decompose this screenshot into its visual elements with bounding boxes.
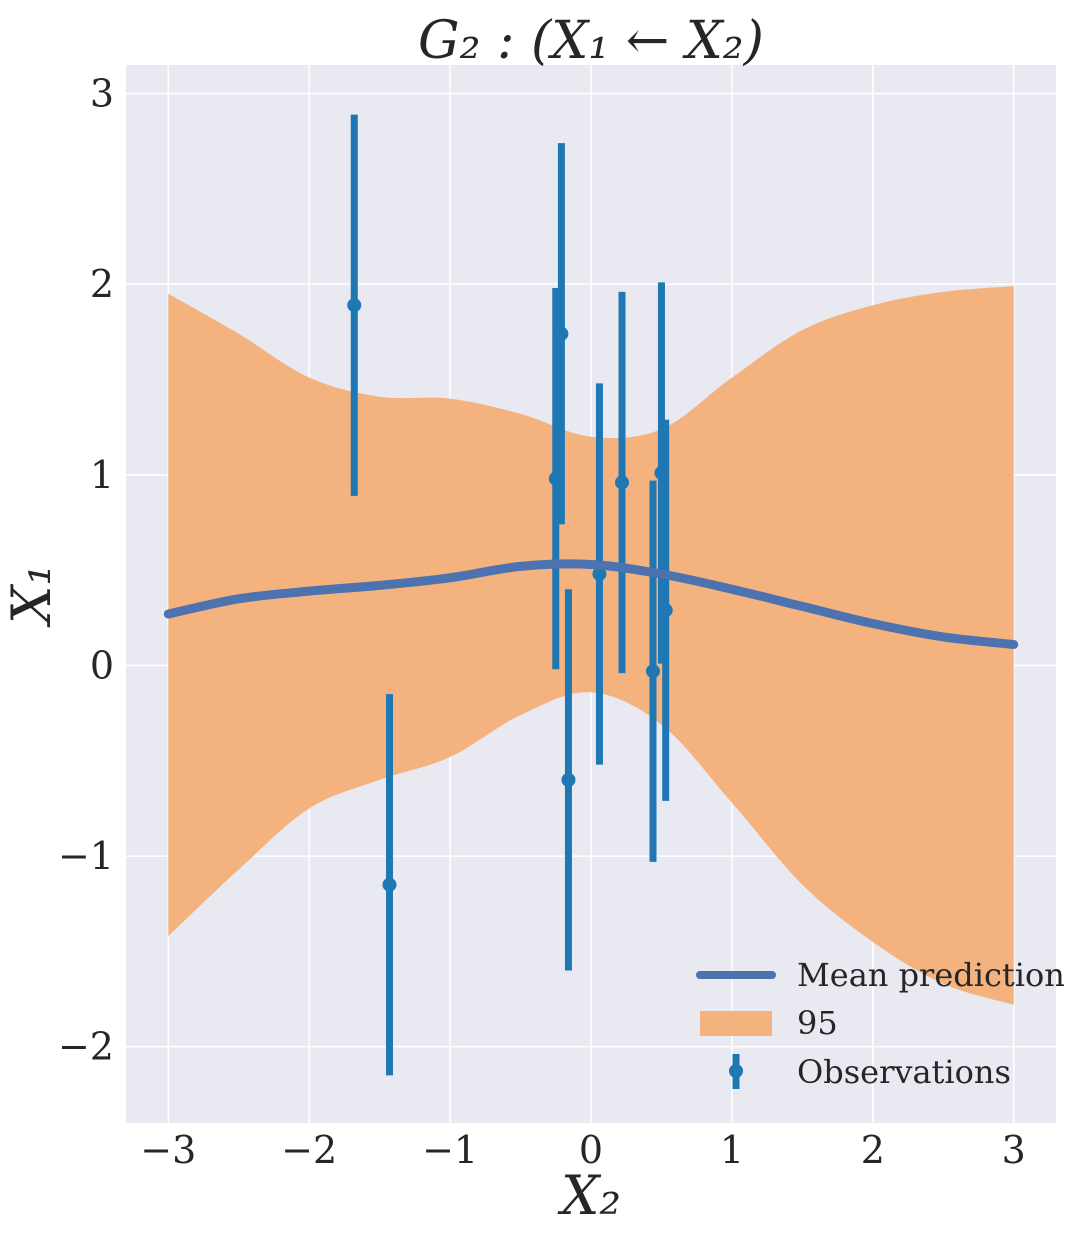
y-tick-label: 1 (90, 453, 114, 497)
y-tick-label: 3 (90, 72, 114, 116)
observation-marker (382, 877, 397, 892)
y-axis-title: X₁ (0, 564, 63, 628)
observations-layer (347, 114, 673, 1076)
legend-band-label: 95 (797, 1004, 838, 1042)
x-tick-label: −1 (422, 1128, 478, 1172)
x-tick-labels: −3 −2 −1 0 1 2 3 (140, 1128, 1026, 1172)
x-tick-label: −3 (140, 1128, 196, 1172)
x-tick-label: 3 (1002, 1128, 1026, 1172)
legend-mean-label: Mean prediction (797, 956, 1065, 994)
x-tick-label: 0 (579, 1128, 603, 1172)
x-axis-title: X₂ (557, 1164, 621, 1227)
confidence-band (168, 286, 1014, 1005)
x-tick-label: −2 (281, 1128, 337, 1172)
observation-point (592, 383, 607, 765)
y-tick-label: 2 (90, 262, 114, 306)
legend-mean-marker (732, 971, 740, 979)
x-tick-label: 1 (720, 1128, 744, 1172)
observation-point (646, 480, 660, 862)
legend-obs-marker (729, 1064, 743, 1078)
observation-marker (554, 326, 569, 341)
legend-band-swatch (700, 1011, 772, 1036)
confidence-band-layer (168, 286, 1014, 1005)
observation-point (554, 143, 569, 525)
mean-prediction-layer (163, 559, 1019, 649)
y-tick-labels: −2 −1 0 1 2 3 (58, 72, 114, 1069)
observation-point (561, 589, 576, 971)
observation-marker (615, 475, 629, 490)
observation-point (347, 114, 362, 496)
observation-point (615, 291, 629, 674)
chart-title: G₂ : (X₁ ← X₂) (418, 11, 764, 71)
observation-marker (646, 664, 660, 679)
observation-point (382, 694, 397, 1076)
observation-point (658, 419, 673, 801)
x-tick-label: 2 (861, 1128, 885, 1172)
observation-marker (658, 603, 673, 618)
y-tick-label: 0 (90, 643, 114, 687)
legend-obs-label: Observations (797, 1053, 1011, 1091)
mean-prediction-line (163, 559, 1019, 649)
observation-marker (592, 566, 607, 581)
legend: Mean prediction 95 Observations (696, 956, 1065, 1091)
y-tick-label: −1 (58, 834, 114, 878)
observation-marker (561, 772, 576, 787)
y-tick-label: −2 (58, 1025, 114, 1069)
observation-marker (347, 298, 362, 313)
